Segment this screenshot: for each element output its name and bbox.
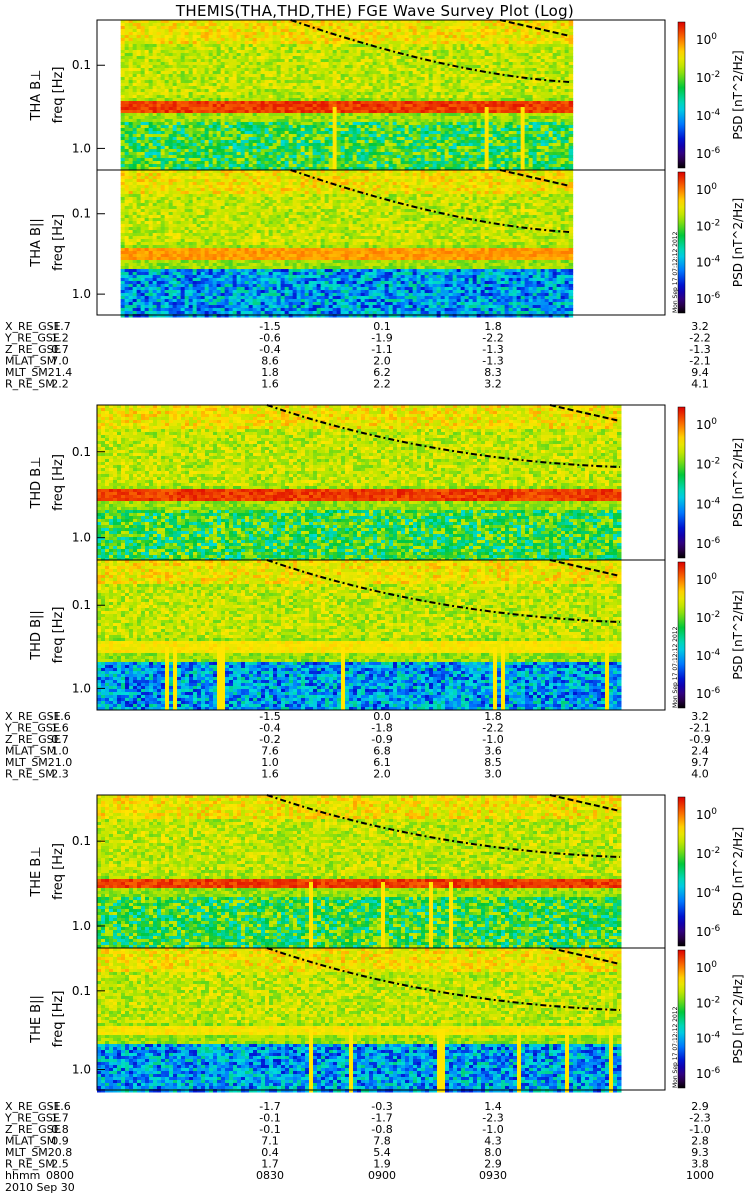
freq-tick-label: 1.0 <box>72 141 91 155</box>
colorbar-label: PSD [nT^2/Hz] <box>731 590 745 679</box>
colorbar <box>678 172 685 313</box>
spectrogram-panel-3: 1.0 0.1 THD B⊥ freq [Hz] 100 10-2 10-4 10-6 PSD … <box>29 405 745 562</box>
timestamp-stamp: Mon Sep 17 07:12:12 2012 <box>672 231 679 313</box>
panel-label: THA B|| <box>29 218 44 267</box>
spectrogram-panel-4: 1.0 0.1 THD B|| freq [Hz] 100 10-2 10-4 10-6 PSD… <box>29 560 745 711</box>
colorbar-tick-label: 10-2 <box>696 995 720 1010</box>
freq-tick-label: 1.0 <box>72 681 91 695</box>
colorbar-tick-label: 10-6 <box>696 146 721 161</box>
date-label: 2010 Sep 30 <box>5 1181 75 1194</box>
spectrogram-panel-5: 1.0 0.1 THE B⊥ freq [Hz] 100 10-2 10-4 10-6 PSD … <box>29 795 745 949</box>
colorbar <box>678 407 685 558</box>
colorbar <box>678 797 685 946</box>
colorbar <box>678 950 685 1088</box>
ephemeris-value: 2.2 <box>373 378 391 391</box>
colorbar-label: PSD [nT^2/Hz] <box>731 827 745 916</box>
colorbar-tick-label: 10-2 <box>696 846 720 861</box>
ephemeris-value: 2.0 <box>373 768 391 781</box>
timestamp-stamp: Mon Sep 17 07:12:12 2012 <box>672 626 679 708</box>
ephemeris-value: 2.3 <box>51 768 69 781</box>
freq-tick-label: 0.1 <box>72 207 91 221</box>
freq-tick-label: 0.1 <box>72 598 91 612</box>
ephemeris-row-label: R_RE_SM <box>5 378 55 391</box>
spectrogram-panel-6: 1.0 0.1 THE B|| freq [Hz] 100 10-2 10-4 10-6 PSD… <box>29 948 745 1093</box>
time-tick-label: 0830 <box>256 1169 284 1182</box>
colorbar-tick-label: 10-4 <box>696 648 721 663</box>
freq-tick-label: 1.0 <box>72 531 91 545</box>
colorbar-tick-label: 10-2 <box>696 70 720 85</box>
colorbar-tick-label: 10-4 <box>696 1031 721 1046</box>
colorbar-tick-label: 100 <box>696 182 717 197</box>
colorbar-tick-label: 10-2 <box>696 610 720 625</box>
colorbar-tick-label: 10-6 <box>696 1066 721 1081</box>
colorbar-tick-label: 100 <box>696 807 717 822</box>
colorbar-tick-label: 10-6 <box>696 536 721 551</box>
colorbar-tick-label: 10-6 <box>696 291 721 306</box>
colorbar-label: PSD [nT^2/Hz] <box>731 50 745 139</box>
time-tick-label: 1000 <box>686 1169 714 1182</box>
ephemeris-value: 3.2 <box>484 378 502 391</box>
ephemeris-value: 3.0 <box>484 768 502 781</box>
ephemeris-value: 2.2 <box>51 378 69 391</box>
colorbar-label: PSD [nT^2/Hz] <box>731 438 745 527</box>
colorbar-tick-label: 100 <box>696 572 717 587</box>
panel-label: THD B⊥ <box>29 456 44 509</box>
freq-tick-label: 0.1 <box>72 445 91 459</box>
colorbar-tick-label: 100 <box>696 960 717 975</box>
colorbar-label: PSD [nT^2/Hz] <box>731 974 745 1063</box>
colorbar-tick-label: 100 <box>696 32 717 47</box>
freq-tick-label: 1.0 <box>72 287 91 301</box>
panel-label: THE B|| <box>29 995 44 1044</box>
panel-label: THE B⊥ <box>29 846 44 897</box>
ephemeris-value: 1.6 <box>261 768 279 781</box>
freq-tick-label: 1.0 <box>72 919 91 933</box>
colorbar-tick-label: 10-2 <box>696 457 720 472</box>
freq-axis-label: freq [Hz] <box>51 843 66 900</box>
timestamp-stamp: Mon Sep 17 07:12:12 2012 <box>672 1006 679 1088</box>
spectrogram-panel-2: 1.0 0.1 THA B|| freq [Hz] 100 10-2 10-4 10-6 PSD… <box>29 170 745 318</box>
freq-tick-label: 1.0 <box>72 1063 91 1077</box>
freq-axis-label: freq [Hz] <box>51 67 66 124</box>
colorbar-tick-label: 10-4 <box>696 885 721 900</box>
colorbar-label: PSD [nT^2/Hz] <box>731 198 745 287</box>
colorbar-tick-label: 10-6 <box>696 924 721 939</box>
freq-axis-label: freq [Hz] <box>51 607 66 664</box>
ephemeris-value: 1.6 <box>261 378 279 391</box>
time-tick-label: 0900 <box>368 1169 396 1182</box>
panel-label: THA B⊥ <box>29 70 44 122</box>
colorbar <box>678 562 685 708</box>
freq-tick-label: 0.1 <box>72 834 91 848</box>
colorbar-tick-label: 10-4 <box>696 255 721 270</box>
panel-label: THD B|| <box>29 610 44 661</box>
ephemeris-value: 4.0 <box>691 768 709 781</box>
colorbar-tick-label: 100 <box>696 417 717 432</box>
colorbar-tick-label: 10-2 <box>696 218 720 233</box>
colorbar-tick-label: 10-4 <box>696 496 721 511</box>
colorbar <box>678 22 685 168</box>
colorbar-tick-label: 10-4 <box>696 108 721 123</box>
freq-axis-label: freq [Hz] <box>51 454 66 511</box>
ephemeris-value: 4.1 <box>691 378 709 391</box>
freq-axis-label: freq [Hz] <box>51 991 66 1048</box>
freq-tick-label: 0.1 <box>72 984 91 998</box>
colorbar-tick-label: 10-6 <box>696 686 721 701</box>
ephemeris-row-label: R_RE_SM <box>5 768 55 781</box>
time-tick-label: 0930 <box>479 1169 507 1182</box>
spectrogram-panel-1: 1.0 0.1 THA B⊥ freq [Hz] 100 10-2 10-4 10-6 PSD … <box>29 20 745 171</box>
freq-tick-label: 0.1 <box>72 58 91 72</box>
freq-axis-label: freq [Hz] <box>51 214 66 271</box>
